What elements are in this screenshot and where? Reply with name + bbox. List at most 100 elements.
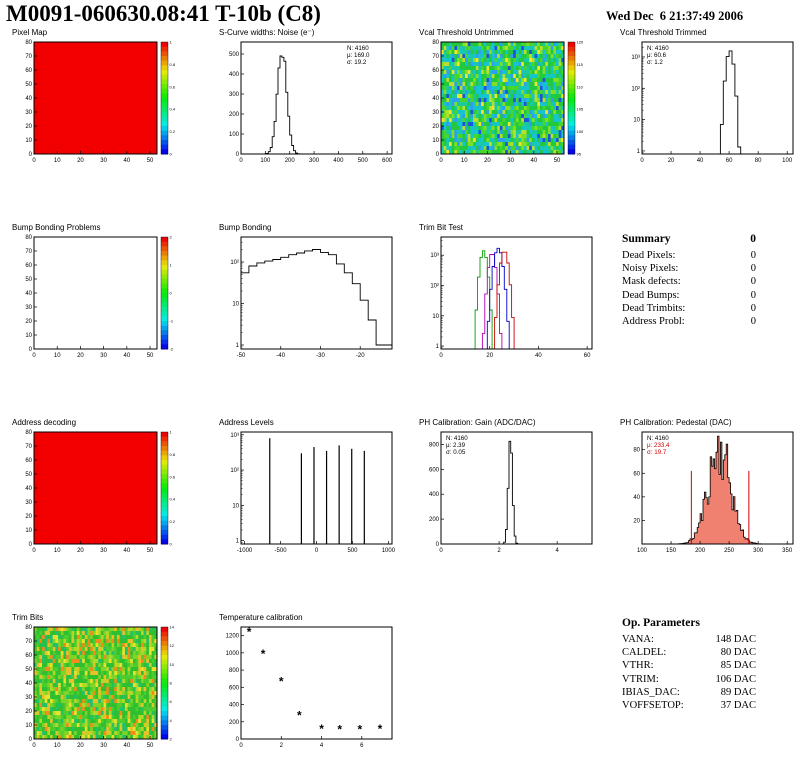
svg-text:8: 8 — [170, 681, 173, 686]
svg-text:250: 250 — [724, 548, 735, 554]
svg-text:80: 80 — [25, 40, 32, 46]
svg-text:200: 200 — [229, 720, 240, 726]
svg-text:0: 0 — [32, 548, 36, 554]
svg-text:40: 40 — [25, 291, 32, 297]
summary-row-value: 0 — [750, 289, 756, 301]
svg-text:50: 50 — [25, 472, 32, 478]
svg-text:N: 4160: N: 4160 — [446, 435, 468, 442]
svg-text:100: 100 — [637, 548, 648, 554]
svg-text:100: 100 — [260, 158, 271, 164]
svg-text:10³: 10³ — [230, 433, 239, 439]
svg-text:0: 0 — [29, 542, 33, 548]
svg-text:0: 0 — [436, 152, 440, 158]
op-parameter-row: VANA: 148 DAC — [622, 633, 756, 646]
svg-text:1000: 1000 — [226, 651, 240, 657]
svg-text:30: 30 — [432, 110, 439, 116]
svg-text:10: 10 — [232, 301, 239, 307]
svg-text:-30: -30 — [316, 353, 325, 359]
svg-text:10: 10 — [54, 158, 61, 164]
svg-text:6: 6 — [170, 699, 173, 704]
svg-text:σ: 19.2: σ: 19.2 — [347, 59, 367, 66]
svg-text:50: 50 — [147, 743, 154, 749]
op-parameter-label: VTHR: — [622, 660, 654, 672]
svg-text:Pixel Map: Pixel Map — [12, 28, 48, 37]
svg-text:*: * — [319, 722, 324, 736]
op-parameter-value: 148 DAC — [715, 634, 756, 645]
svg-text:2: 2 — [170, 235, 173, 240]
op-parameter-label: VTRIM: — [622, 673, 659, 685]
svg-text:0: 0 — [170, 152, 173, 157]
svg-text:PH Calibration: Pedestal (DAC): PH Calibration: Pedestal (DAC) — [620, 418, 732, 427]
svg-text:1: 1 — [436, 344, 440, 350]
svg-text:500: 500 — [229, 52, 240, 58]
svg-text:60: 60 — [584, 353, 591, 359]
svg-text:50: 50 — [25, 667, 32, 673]
svg-text:*: * — [337, 723, 342, 737]
svg-text:40: 40 — [25, 681, 32, 687]
ph-gain-chart: PH Calibration: Gain (ADC/DAC) 0 2 4 0 200 400… — [419, 418, 593, 554]
svg-text:-50: -50 — [237, 353, 246, 359]
svg-text:50: 50 — [432, 82, 439, 88]
temp-cal-chart: * * * * * * * * Temperature calibration 0 2 4 6 0 200 4… — [219, 613, 393, 749]
svg-text:10²: 10² — [430, 284, 439, 290]
svg-text:*: * — [247, 625, 252, 639]
svg-text:40: 40 — [25, 486, 32, 492]
svg-text:1: 1 — [236, 343, 240, 349]
op-parameter-value: 37 DAC — [720, 700, 756, 712]
op-parameter-label: IBIAS_DAC: — [622, 686, 680, 698]
svg-text:30: 30 — [100, 158, 107, 164]
svg-text:Bump Bonding: Bump Bonding — [219, 223, 271, 232]
plot-bump-bonding: Bump Bonding -50 -40 -30 -20 1 10 10² — [215, 221, 400, 366]
svg-text:20: 20 — [486, 353, 493, 359]
summary-total: 0 — [750, 233, 756, 245]
op-parameter-row: VOFFSETOP: 37 DAC — [622, 699, 756, 712]
svg-text:50: 50 — [147, 158, 154, 164]
svg-text:350: 350 — [782, 548, 793, 554]
svg-text:40: 40 — [535, 353, 542, 359]
svg-text:*: * — [261, 647, 266, 661]
svg-text:0: 0 — [439, 548, 443, 554]
svg-text:σ: 1.2: σ: 1.2 — [647, 59, 663, 66]
svg-text:20: 20 — [77, 743, 84, 749]
svg-text:0.4: 0.4 — [170, 497, 176, 502]
svg-text:60: 60 — [432, 68, 439, 74]
page-title: M0091-060630.08:41 T-10b (C8) — [6, 1, 321, 26]
svg-text:0.2: 0.2 — [170, 519, 176, 524]
svg-text:60: 60 — [25, 263, 32, 269]
plot-address-decoding: Address decoding 0 10 20 30 40 50 0 10 20 30 40 50 60… — [8, 416, 193, 561]
plot-address-levels: Address Levels -1000 -500 0 500 1000 1 10 10² 10³ — [215, 416, 400, 561]
svg-text:30: 30 — [100, 743, 107, 749]
svg-text:40: 40 — [123, 548, 130, 554]
svg-text:0: 0 — [29, 347, 33, 353]
trim-bit-test-chart: Trim Bit Test 0 20 40 60 1 10 10² 10³ — [419, 223, 593, 359]
svg-text:30: 30 — [100, 548, 107, 554]
svg-text:30: 30 — [25, 695, 32, 701]
svg-text:200: 200 — [285, 158, 296, 164]
svg-text:600: 600 — [429, 467, 440, 473]
plot-vcal-untrimmed: Vcal Threshold Untrimmed 0 10 20 30 40 50 0 10 20… — [415, 26, 600, 171]
op-parameter-row: VTHR: 85 DAC — [622, 659, 756, 672]
svg-text:10: 10 — [54, 743, 61, 749]
svg-text:80: 80 — [633, 448, 640, 454]
svg-text:10²: 10² — [230, 260, 239, 266]
svg-text:0: 0 — [29, 152, 33, 158]
svg-text:10: 10 — [25, 138, 32, 144]
svg-text:10: 10 — [25, 333, 32, 339]
op-parameters-panel: Op. Parameters VANA: 148 DAC CALDEL: 80 DA… — [622, 617, 756, 712]
summary-row: Dead Pixels: 0 — [622, 249, 756, 262]
op-parameter-row: VTRIM: 106 DAC — [622, 673, 756, 686]
svg-text:20: 20 — [77, 158, 84, 164]
trim-bits-chart: Trim Bits 0 10 20 30 40 50 0 10 20 30 40 50 60 70 80 14 1… — [12, 613, 175, 749]
svg-text:0: 0 — [436, 542, 440, 548]
svg-text:40: 40 — [530, 158, 537, 164]
svg-text:0.8: 0.8 — [170, 452, 176, 457]
svg-text:4: 4 — [555, 548, 559, 554]
op-parameter-label: CALDEL: — [622, 647, 667, 659]
address-levels-chart: Address Levels -1000 -500 0 500 1000 1 10 10² 10³ — [219, 418, 396, 554]
svg-text:20: 20 — [432, 124, 439, 130]
svg-text:100: 100 — [782, 158, 793, 164]
summary-row: Mask defects: 0 — [622, 275, 756, 288]
svg-text:N: 4160: N: 4160 — [647, 45, 669, 52]
svg-text:60: 60 — [726, 158, 733, 164]
